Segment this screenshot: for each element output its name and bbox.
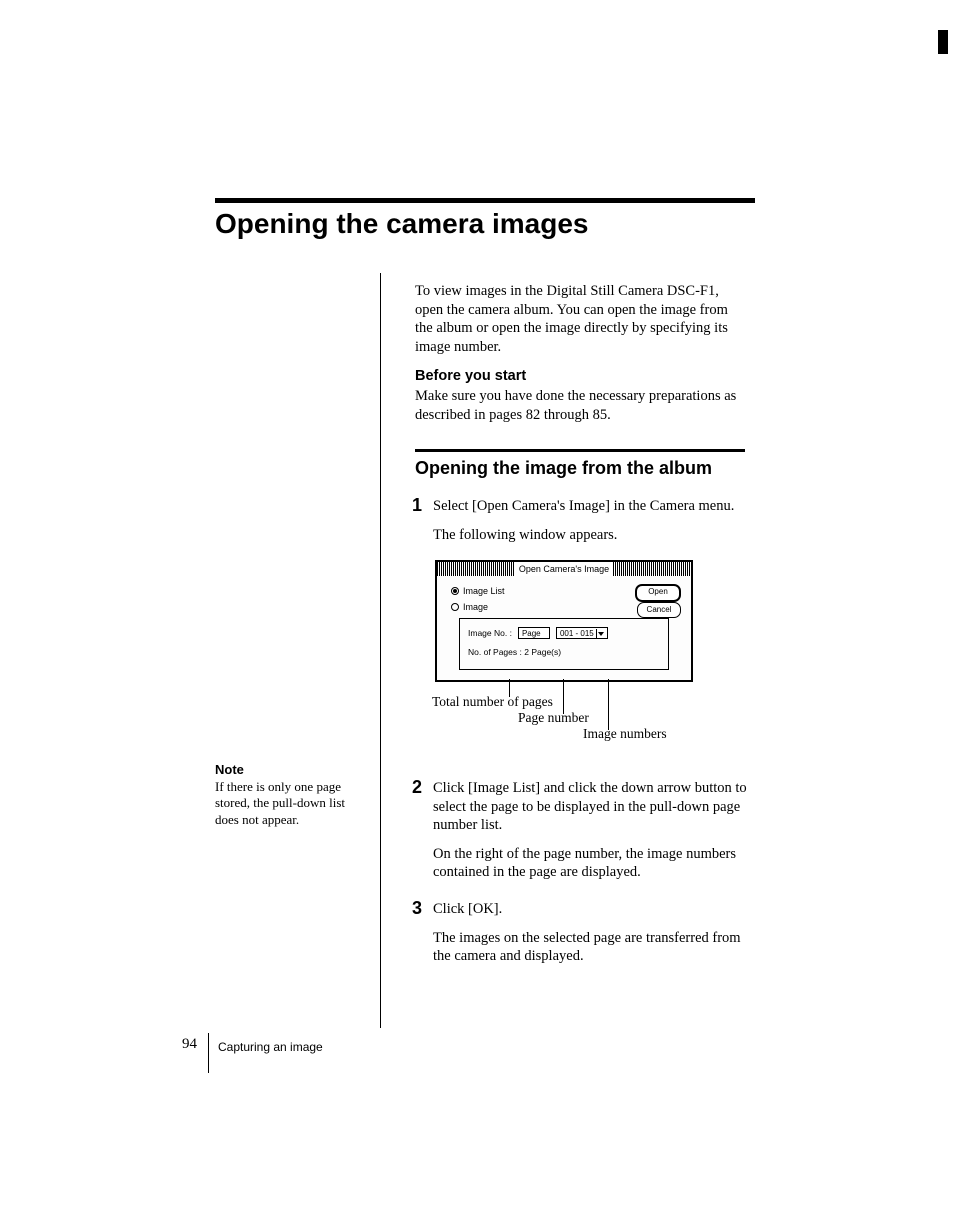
page-field[interactable]: Page [518,627,550,639]
dialog-body: Image List Image Open Cancel Image No. :… [437,576,691,680]
manual-page: Opening the camera images To view images… [0,0,954,1221]
step-3: 3 Click [OK]. The images on the selected… [415,900,755,976]
image-number-group: Image No. : Page 001 - 015 No. of Pages … [459,618,669,670]
cancel-button[interactable]: Cancel [637,602,681,618]
callout-line-pagenum [563,679,564,714]
callout-line-imgnums [608,679,609,730]
note-heading: Note [215,762,365,779]
note-sidebar: Note If there is only one page stored, t… [215,762,365,829]
image-no-label: Image No. : [468,628,512,638]
radio-unselected-icon [451,603,459,611]
scan-edge-mark [938,30,948,54]
radio-image-list-label: Image List [463,586,505,596]
step-number: 1 [412,495,422,516]
note-body: If there is only one page stored, the pu… [215,779,365,829]
open-cameras-image-dialog: Open Camera's Image Image List Image Ope… [435,560,693,682]
step-number: 3 [412,898,422,919]
callout-page-number: Page number [518,710,589,726]
footer-section: Capturing an image [218,1040,323,1054]
step-1: 1 Select [Open Camera's Image] in the Ca… [415,497,755,554]
step-1-text-2: The following window appears. [433,526,755,545]
before-you-start-heading: Before you start [415,368,526,384]
radio-selected-icon [451,587,459,595]
step-2: 2 Click [Image List] and click the down … [415,779,755,892]
image-range-dropdown[interactable]: 001 - 015 [556,627,608,639]
before-you-start-body: Make sure you have done the necessary pr… [415,387,745,424]
radio-image-list[interactable]: Image List [451,586,505,596]
page-number: 94 [182,1036,197,1053]
pages-count-label: No. of Pages : 2 Page(s) [468,647,561,657]
step-3-text-2: The images on the selected page are tran… [433,929,755,966]
intro-paragraph: To view images in the Digital Still Came… [415,282,745,356]
callout-image-numbers: Image numbers [583,726,667,742]
subheading-rule [415,449,745,452]
callout-total-pages: Total number of pages [432,694,553,710]
title-rule [215,198,755,203]
open-button[interactable]: Open [635,584,681,602]
dialog-titlebar: Open Camera's Image [437,562,691,576]
step-2-text-1: Click [Image List] and click the down ar… [433,779,755,835]
footer-rule [208,1033,209,1073]
image-range-value: 001 - 015 [560,628,594,639]
step-3-text-1: Click [OK]. [433,900,755,919]
dialog-title: Open Camera's Image [515,562,613,576]
radio-image[interactable]: Image [451,602,488,612]
chevron-down-icon [596,629,606,638]
subheading: Opening the image from the album [415,458,712,479]
content-divider [380,273,381,1028]
radio-image-label: Image [463,602,488,612]
step-2-text-2: On the right of the page number, the ima… [433,845,755,882]
step-1-text-1: Select [Open Camera's Image] in the Came… [433,497,755,516]
page-field-value: Page [522,628,541,639]
page-title: Opening the camera images [215,208,588,240]
step-number: 2 [412,777,422,798]
